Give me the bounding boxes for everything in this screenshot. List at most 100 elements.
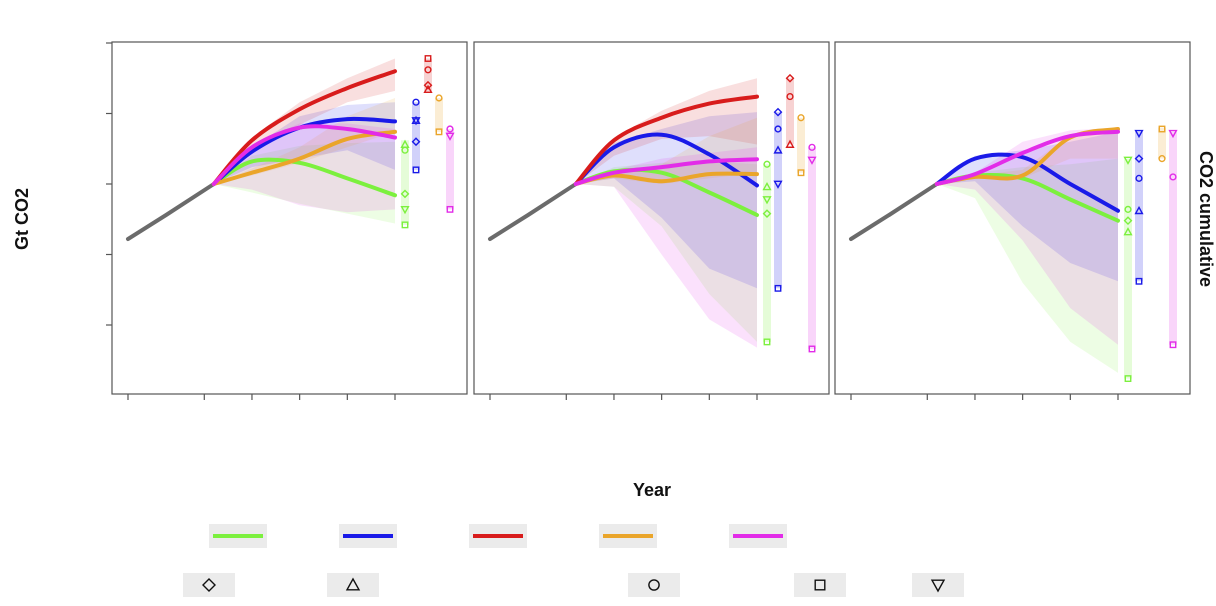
panel-frame (111, 41, 468, 395)
model-marker-message-globiom (1123, 227, 1133, 236)
model-marker-message-globiom (785, 139, 795, 148)
model-marker-image (400, 189, 410, 199)
range-bar-ssp1 (1124, 158, 1132, 379)
model-marker-aim-cge (774, 125, 782, 133)
range-bar-ssp4 (435, 97, 443, 132)
range-bar-ssp5 (1169, 131, 1177, 345)
model-marker-aim-cge (763, 160, 771, 168)
model-marker-remind-magpie (762, 196, 772, 205)
model-marker-image (423, 80, 433, 90)
range-bar-ssp1 (401, 140, 409, 225)
series-line-ssp5 (573, 157, 759, 186)
series-line-ssp2 (573, 132, 759, 188)
uncertainty-band-ssp2 (213, 102, 395, 184)
facet-strip-label: CO2 cumulative (1196, 151, 1216, 287)
model-marker-image (785, 73, 795, 83)
legend-shape-circle-icon (648, 579, 660, 591)
model-marker-gcam4 (1124, 375, 1132, 382)
legend-key-bg (628, 573, 680, 597)
facet-panel-2 (473, 41, 830, 400)
model-marker-gcam4 (763, 338, 771, 346)
model-marker-message-globiom (423, 84, 433, 93)
model-marker-aim-cge (1158, 155, 1166, 163)
range-bar-ssp1 (763, 164, 771, 342)
legend-shape-triangle-up-icon (345, 577, 361, 591)
series-line-ssp3 (573, 94, 759, 186)
uncertainty-band-ssp5 (575, 147, 757, 348)
model-marker-message-globiom (773, 145, 783, 154)
model-marker-gcam4 (446, 205, 454, 213)
model-marker-aim-cge (1135, 174, 1143, 182)
model-marker-gcam4 (797, 169, 805, 177)
range-bar-ssp5 (446, 129, 454, 210)
model-marker-gcam4 (424, 55, 432, 62)
series-line-ssp5 (211, 124, 397, 186)
legend-shape-square-icon (814, 579, 826, 591)
model-marker-remind-magpie (1168, 129, 1178, 139)
model-marker-image (762, 209, 772, 218)
uncertainty-band-ssp1 (936, 158, 1118, 373)
range-bar-ssp2 (774, 112, 782, 289)
legend-key-bg (794, 573, 846, 597)
model-marker-message-globiom (762, 181, 772, 191)
uncertainty-band-ssp1 (575, 161, 757, 342)
range-bar-ssp4 (1158, 127, 1166, 159)
history-line (488, 182, 578, 241)
model-marker-gcam4 (412, 166, 420, 174)
uncertainty-band-ssp3 (213, 58, 395, 184)
model-marker-remind-magpie (400, 205, 410, 215)
scenario-legend (209, 524, 787, 548)
model-marker-gcam4 (401, 221, 409, 229)
model-marker-aim-cge (808, 143, 816, 151)
model-marker-remind-magpie (1134, 129, 1144, 139)
range-bar-ssp4 (797, 117, 805, 173)
uncertainty-band-ssp5 (936, 127, 1118, 345)
uncertainty-band-ssp4 (575, 117, 757, 184)
model-marker-gcam4 (1135, 277, 1143, 285)
series-line-ssp1 (211, 157, 397, 198)
model-marker-aim-cge (1124, 205, 1132, 213)
model-marker-aim-cge (797, 114, 805, 122)
model-marker-aim-cge (786, 92, 794, 101)
model-marker-gcam4 (808, 345, 816, 353)
model-marker-image (773, 107, 783, 117)
model-marker-aim-cge (424, 66, 432, 74)
series-line-ssp2 (934, 152, 1120, 213)
facet-panels (106, 41, 1191, 400)
facet-panel-1 (111, 41, 468, 400)
panel-frame (834, 41, 1191, 395)
model-marker-gcam4 (1158, 125, 1166, 133)
range-bar-ssp5 (808, 147, 816, 349)
legend-key-bg (183, 573, 235, 597)
history-line (126, 182, 216, 241)
legend-shape-triangle-down-icon (930, 579, 946, 593)
model-marker-remind-magpie (773, 180, 783, 189)
facet-panel-3 (834, 41, 1191, 400)
model-marker-image (411, 137, 421, 147)
model-legend (183, 573, 964, 597)
model-marker-aim-cge (412, 98, 420, 106)
x-axis-title: Year (633, 480, 671, 500)
model-marker-image (1134, 154, 1144, 164)
model-marker-image (1123, 216, 1133, 226)
series-line-ssp4 (211, 129, 397, 186)
model-marker-aim-cge (401, 146, 409, 154)
model-marker-remind-magpie (1123, 156, 1133, 165)
legend-key-bg (912, 573, 964, 597)
model-marker-gcam4 (1169, 341, 1177, 349)
model-marker-aim-cge (1169, 173, 1177, 181)
model-marker-gcam4 (435, 128, 443, 136)
uncertainty-band-ssp4 (936, 127, 1118, 184)
range-bar-ssp3 (424, 58, 432, 91)
model-marker-remind-magpie (445, 132, 455, 141)
model-marker-message-globiom (1134, 205, 1144, 215)
model-marker-aim-cge (435, 94, 443, 102)
series-line-ssp3 (211, 69, 397, 186)
model-marker-remind-magpie (807, 156, 817, 165)
legend-shape-diamond-icon (202, 578, 216, 592)
history-line (849, 182, 939, 241)
legend-key-bg (327, 573, 379, 597)
series-line-ssp5 (934, 129, 1120, 186)
panel-frame (473, 41, 830, 395)
